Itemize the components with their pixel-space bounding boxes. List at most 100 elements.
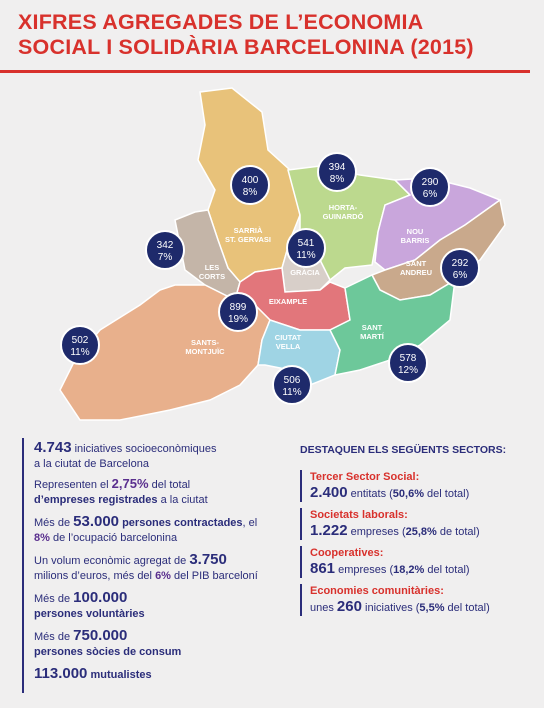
sector-number: 1.222	[310, 522, 348, 539]
sector-text: entitats (	[347, 488, 393, 500]
stats-list: 4.743 iniciatives socioeconòmiques a la c…	[22, 438, 294, 693]
district-bubble	[272, 365, 312, 405]
stat: 113.000 mutualistes	[34, 666, 152, 683]
stat-text: Un volum econòmic agregat de	[34, 555, 190, 567]
district-bubble	[60, 325, 100, 365]
sector-text: del total)	[424, 564, 470, 576]
sector-label: Economies comunitàries:	[310, 585, 444, 597]
stat: Un volum econòmic agregat de 3.750 milion…	[34, 552, 258, 584]
district-bubble	[218, 292, 258, 332]
district-count: 502	[72, 335, 89, 346]
stat: Més de 100.000 persones voluntàries	[34, 590, 145, 622]
district-count: 400	[242, 175, 259, 186]
district-name: MARTÍ	[360, 332, 385, 341]
district-bubble	[286, 228, 326, 268]
sector-text: iniciatives (	[361, 602, 420, 614]
district-name: CIUTAT	[275, 333, 302, 342]
sector-share: 50,6%	[392, 488, 424, 500]
district-name: GRÀCIA	[290, 268, 320, 277]
sector-share: 25,8%	[405, 526, 437, 538]
stat-text: mutualistes	[87, 669, 152, 681]
stat-text: persones voluntàries	[34, 608, 145, 620]
district-name: HORTA-	[329, 203, 358, 212]
sector-label: Societats laborals:	[310, 509, 408, 521]
stat: Més de 53.000 persones contractades, el 8…	[34, 514, 257, 546]
district-count: 290	[422, 177, 439, 188]
district-count: 899	[230, 302, 247, 313]
district-name: SANT	[362, 323, 383, 332]
title-rule	[0, 70, 530, 73]
sector-number: 260	[336, 598, 362, 615]
district-share: 8%	[330, 174, 345, 185]
stat-text: persones contractades	[119, 517, 243, 529]
district-area	[328, 274, 456, 376]
sector-text: del total)	[424, 488, 470, 500]
district-name: EIXAMPLE	[269, 297, 307, 306]
sector-text: del total)	[444, 602, 490, 614]
stat-text: , el	[242, 517, 258, 529]
district-bubble	[410, 167, 450, 207]
stat-number: 750.000	[73, 627, 128, 644]
sector-number: 861	[310, 560, 336, 577]
district-name: SANTS-	[191, 338, 219, 347]
stat-number: 113.000	[34, 665, 88, 682]
district-name: SARRIÀ	[234, 226, 263, 235]
sector-number: 2.400	[310, 484, 348, 501]
title-line: SOCIAL I SOLIDÀRIA BARCELONINA (2015)	[18, 35, 474, 59]
sector-share: 18,2%	[393, 564, 425, 576]
stat-number: 3.750	[189, 551, 227, 568]
stat-text: Més de	[34, 631, 74, 643]
stat-text: milions d’euros, més del	[34, 570, 156, 582]
district-bubble	[317, 152, 357, 192]
stat: Representen el 2,75% del total d’empreses…	[34, 476, 208, 508]
district-name: CORTS	[199, 272, 225, 281]
stat-text: del PIB barceloní	[170, 570, 258, 582]
district-count: 342	[157, 240, 174, 251]
stat-number: 53.000	[73, 513, 120, 530]
district-name: BARRIS	[401, 236, 430, 245]
district-share: 11%	[296, 250, 315, 261]
district-share: 11%	[282, 387, 301, 398]
sector: Tercer Sector Social: 2.400 entitats (50,…	[300, 470, 544, 502]
stat-text: a la ciutat	[157, 494, 208, 506]
district-bubble	[388, 343, 428, 383]
district-name: ST. GERVASI	[225, 235, 271, 244]
sector: Societats laborals: 1.222 empreses (25,8%…	[300, 508, 544, 540]
sector: Cooperatives: 861 empreses (18,2% del tot…	[300, 546, 544, 578]
district-share: 19%	[228, 314, 248, 325]
district-share: 6%	[423, 189, 438, 200]
sector-share: 5,5%	[419, 602, 445, 614]
district-share: 12%	[398, 365, 418, 376]
district-name: GUINARDÓ	[323, 212, 364, 221]
district-count: 292	[452, 258, 469, 269]
district-share: 6%	[453, 270, 468, 281]
stat-number: 4.743	[34, 439, 72, 456]
stat-number: 100.000	[73, 589, 128, 606]
district-name: ANDREU	[400, 268, 432, 277]
stat-text: Més de	[34, 593, 74, 605]
stat-text: d’empreses registrades	[34, 494, 158, 506]
district-share: 7%	[158, 252, 173, 263]
stat: Més de 750.000 persones sòcies de consum	[34, 628, 181, 660]
stat-text: de l’ocupació barcelonina	[49, 532, 178, 544]
district-bubble	[440, 248, 480, 288]
sector-label: Tercer Sector Social:	[310, 471, 420, 483]
district-count: 578	[400, 353, 417, 364]
title: XIFRES AGREGADES DE L’ECONOMIA SOCIAL I …	[18, 10, 474, 60]
district-share: 8%	[243, 187, 258, 198]
title-line: XIFRES AGREGADES DE L’ECONOMIA	[18, 10, 424, 34]
sectors-heading: DESTAQUEN ELS SEGÜENTS SECTORS:	[300, 444, 507, 456]
stat-number: 8%	[34, 532, 50, 544]
stat-text: Més de	[34, 517, 74, 529]
district-count: 506	[284, 375, 301, 386]
district-name: NOU	[407, 227, 424, 236]
sector-text: empreses (	[335, 564, 394, 576]
district-name: LES	[205, 263, 220, 272]
stat-text: a la ciutat de Barcelona	[34, 458, 149, 470]
sector: Economies comunitàries: unes 260 iniciati…	[300, 584, 544, 616]
sector-text: unes	[310, 602, 337, 614]
stat-text: iniciatives socioeconòmiques	[71, 443, 217, 455]
sectors: DESTAQUEN ELS SEGÜENTS SECTORS: Tercer S…	[300, 444, 540, 616]
district-name: MONTJUÏC	[185, 347, 225, 356]
district-count: 541	[298, 238, 315, 249]
